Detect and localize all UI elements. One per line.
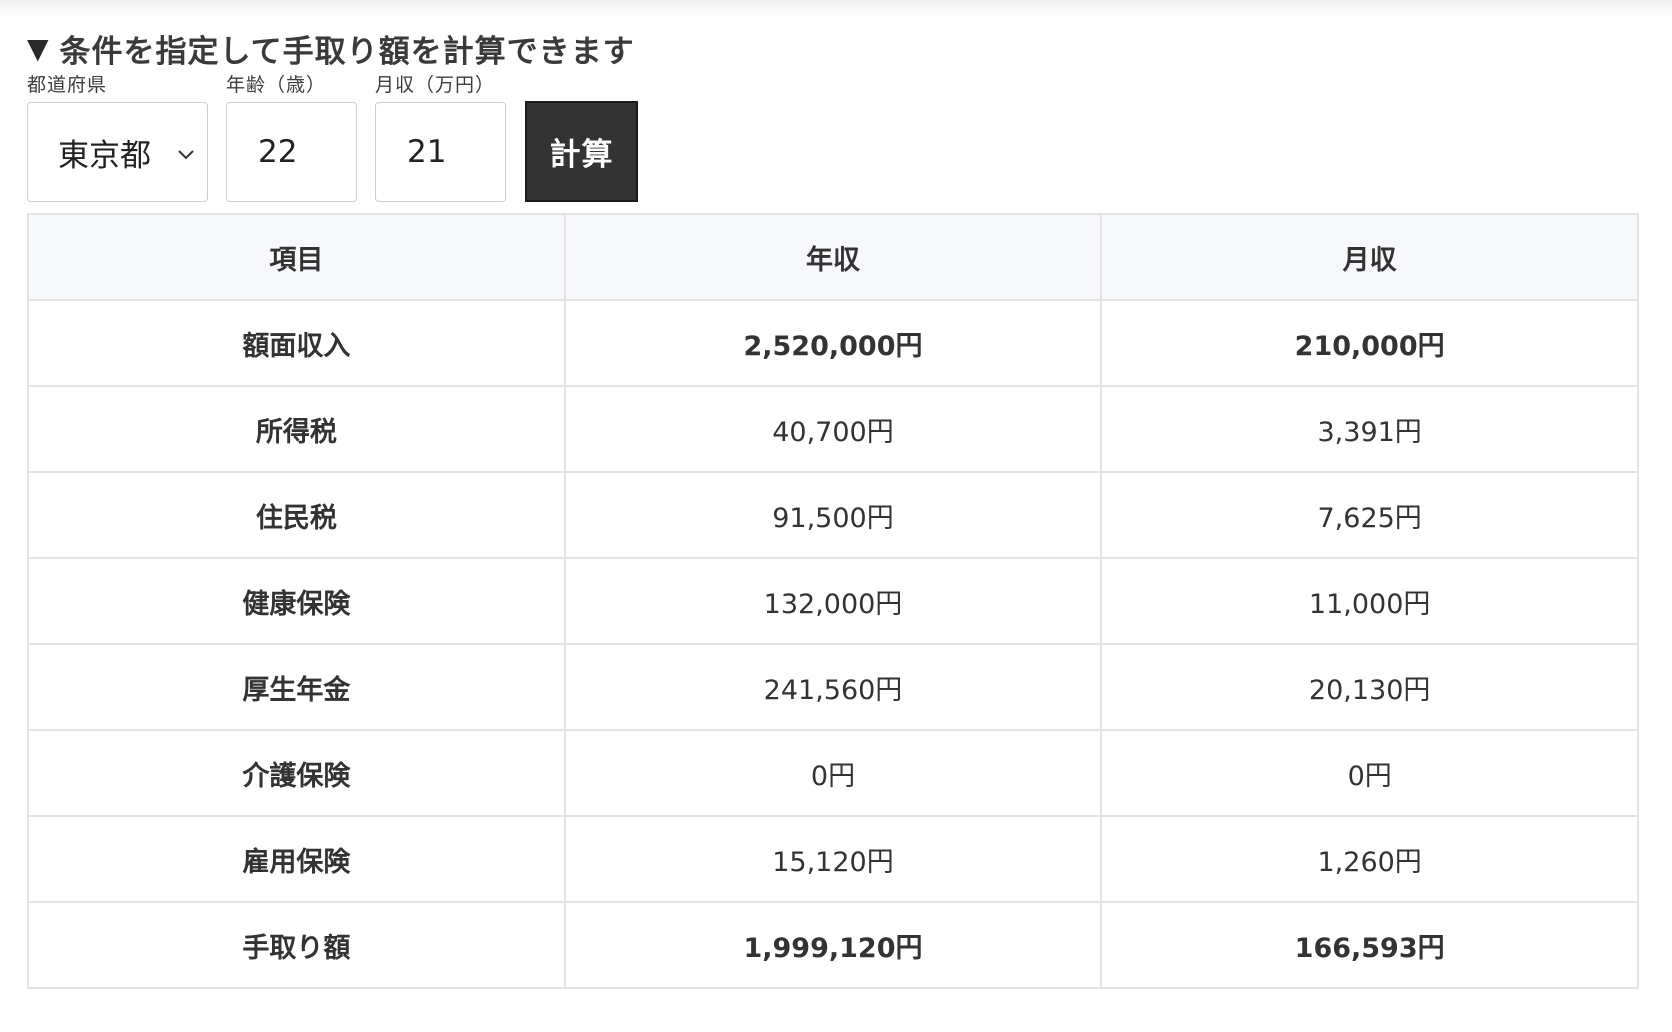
table-row: 介護保険 0円 0円 [27, 729, 1639, 817]
monthly-income-input[interactable]: 21 [375, 102, 506, 202]
row-item: 雇用保険 [27, 815, 566, 903]
row-item: 住民税 [27, 471, 566, 559]
row-monthly: 20,130円 [1100, 643, 1639, 731]
row-item: 介護保険 [27, 729, 566, 817]
prefecture-value: 東京都 [58, 137, 151, 174]
monthly-income-field: 月収（万円） 21 [375, 72, 506, 202]
monthly-income-value: 21 [407, 134, 447, 170]
row-monthly: 0円 [1100, 729, 1639, 817]
result-table: 項目 年収 月収 額面収入 2,520,000円 210,000円 所得税 40… [27, 213, 1639, 989]
row-annual: 0円 [563, 729, 1103, 817]
row-annual: 40,700円 [563, 385, 1103, 473]
row-monthly: 11,000円 [1100, 557, 1639, 645]
row-item: 所得税 [27, 385, 566, 473]
age-label: 年齢（歳） [226, 74, 327, 96]
row-monthly: 210,000円 [1100, 299, 1639, 387]
table-row: 所得税 40,700円 3,391円 [27, 385, 1639, 473]
prefecture-label: 都道府県 [27, 74, 108, 96]
row-monthly: 3,391円 [1100, 385, 1639, 473]
table-row: 額面収入 2,520,000円 210,000円 [27, 299, 1639, 387]
table-row: 住民税 91,500円 7,625円 [27, 471, 1639, 559]
chevron-down-icon [177, 141, 195, 165]
age-field: 年齢（歳） 22 [226, 72, 357, 202]
row-annual: 132,000円 [563, 557, 1103, 645]
row-item: 厚生年金 [27, 643, 566, 731]
header-item: 項目 [27, 213, 566, 301]
row-monthly: 7,625円 [1100, 471, 1639, 559]
prefecture-select[interactable]: 東京都 [27, 102, 208, 202]
calc-form: 都道府県 東京都 年齢（歳） 22 月収（万円） 21 計算 [27, 72, 1639, 202]
table-row: 厚生年金 241,560円 20,130円 [27, 643, 1639, 731]
row-annual: 241,560円 [563, 643, 1103, 731]
table-row: 雇用保険 15,120円 1,260円 [27, 815, 1639, 903]
row-annual: 2,520,000円 [563, 299, 1103, 387]
heading-title: 条件を指定して手取り額を計算できます [59, 33, 635, 70]
row-annual: 1,999,120円 [563, 901, 1103, 989]
prefecture-field: 都道府県 東京都 [27, 72, 208, 202]
row-monthly: 166,593円 [1100, 901, 1639, 989]
calculator-panel: ▼ 条件を指定して手取り額を計算できます 都道府県 東京都 年齢（歳） 22 月… [27, 26, 1639, 989]
monthly-income-label: 月収（万円） [375, 74, 496, 96]
age-input[interactable]: 22 [226, 102, 357, 202]
row-item: 手取り額 [27, 901, 566, 989]
row-item: 額面収入 [27, 299, 566, 387]
table-row: 手取り額 1,999,120円 166,593円 [27, 901, 1639, 989]
triangle-down-icon: ▼ [27, 31, 50, 65]
calculate-button[interactable]: 計算 [525, 101, 638, 202]
table-header-row: 項目 年収 月収 [27, 213, 1639, 301]
row-annual: 15,120円 [563, 815, 1103, 903]
table-row: 健康保険 132,000円 11,000円 [27, 557, 1639, 645]
row-annual: 91,500円 [563, 471, 1103, 559]
header-monthly: 月収 [1100, 213, 1639, 301]
row-item: 健康保険 [27, 557, 566, 645]
top-shadow [0, 0, 1672, 18]
section-heading: ▼ 条件を指定して手取り額を計算できます [27, 26, 1639, 70]
age-value: 22 [258, 134, 298, 170]
header-annual: 年収 [563, 213, 1103, 301]
row-monthly: 1,260円 [1100, 815, 1639, 903]
